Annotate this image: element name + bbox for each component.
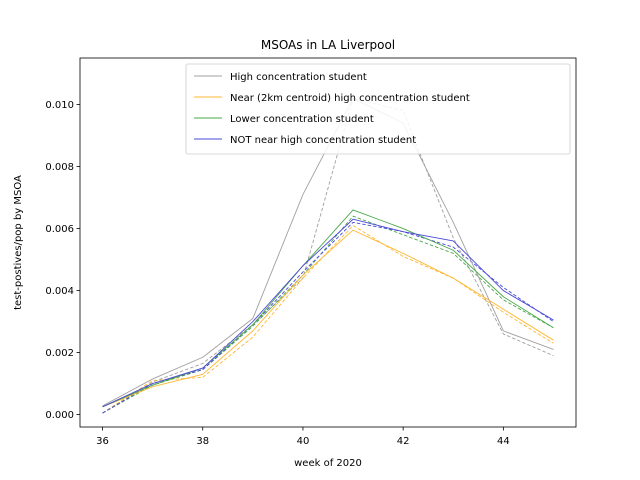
legend-entry: Lower concentration student	[230, 114, 374, 125]
legend-box	[185, 63, 571, 155]
legend-entry: High concentration student	[230, 72, 367, 83]
x-tick-label: 40	[297, 436, 310, 447]
y-tick-label: 0.002	[45, 348, 74, 359]
series-line-2	[102, 209, 554, 408]
y-axis-label: test-postives/pop by MSOA	[13, 175, 24, 310]
plot-frame	[79, 57, 577, 428]
y-axis: 0.000 0.002 0.004 0.006 0.008 0.010	[45, 100, 80, 421]
series-layer	[102, 97, 554, 414]
series-line-6-dashed	[102, 215, 554, 414]
x-tick-label: 44	[497, 436, 510, 447]
series-line-4-dashed	[102, 97, 554, 414]
x-tick-label: 42	[397, 436, 410, 447]
y-tick-label: 0.004	[45, 286, 74, 297]
y-tick-label: 0.008	[45, 162, 74, 173]
y-tick-label: 0.000	[45, 410, 74, 421]
x-tick-label: 36	[96, 436, 109, 447]
series-line-1	[102, 229, 554, 408]
series-line-3	[102, 218, 554, 408]
chart-title: MSOAs in LA Liverpool	[261, 38, 395, 52]
legend-entry: NOT near high concentration student	[230, 135, 416, 146]
legend-entry: Near (2km centroid) high concentration s…	[230, 93, 470, 104]
legend: High concentration student Near (2km cent…	[185, 63, 571, 155]
series-line-5-dashed	[102, 224, 554, 414]
y-tick-label: 0.010	[45, 100, 74, 111]
x-axis: 36 38 40 42 44	[96, 427, 510, 447]
x-tick-label: 38	[196, 436, 209, 447]
x-axis-label: week of 2020	[294, 458, 362, 469]
y-tick-label: 0.006	[45, 224, 74, 235]
